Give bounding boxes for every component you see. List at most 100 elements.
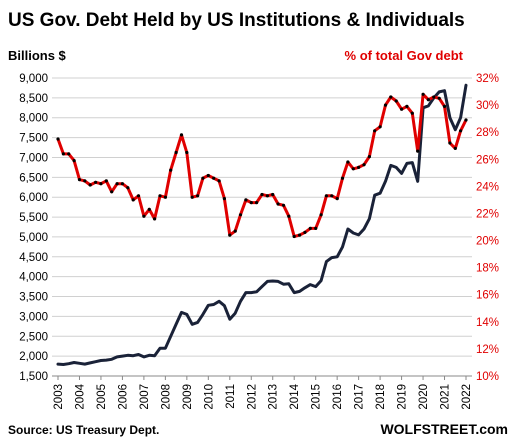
- y-axis-left-label: Billions $: [8, 48, 67, 63]
- percent-point: [464, 118, 468, 122]
- x-axis-ticks: 2003 2004 2005 2006 2007 2008 2009 2010 2011 2012…: [53, 376, 473, 410]
- y-left-tick-label: 9,000: [19, 73, 48, 85]
- percent-point: [190, 195, 194, 199]
- x-tick-label: 2015: [311, 384, 323, 410]
- percent-point: [244, 198, 248, 202]
- percent-point: [88, 183, 92, 187]
- y-right-tick-label: 26%: [476, 154, 499, 166]
- x-tick-label: 2007: [139, 384, 151, 410]
- x-tick-label: 2021: [440, 384, 452, 410]
- percent-point: [276, 202, 280, 206]
- percent-point: [410, 111, 414, 115]
- y-left-tick-label: 4,500: [19, 252, 48, 264]
- percent-point: [432, 95, 436, 99]
- percent-point: [281, 203, 286, 207]
- y-right-tick-label: 14%: [476, 317, 499, 329]
- percent-point: [233, 229, 237, 233]
- percent-point: [212, 176, 216, 180]
- y-axis-right-ticks: 10% 12% 14% 16% 18% 20% 22% 24% 26% 28% 30% 32%: [476, 73, 499, 383]
- percent-point: [421, 92, 425, 96]
- percent-point: [324, 194, 328, 198]
- percent-point: [174, 150, 178, 155]
- x-tick-label: 2018: [375, 384, 387, 410]
- y-left-tick-label: 8,000: [19, 113, 48, 125]
- y-right-tick-label: 16%: [476, 290, 499, 302]
- series-percent: [56, 92, 468, 239]
- x-tick-label: 2022: [461, 384, 473, 410]
- x-tick-label: 2008: [160, 384, 172, 410]
- y-left-tick-label: 5,000: [19, 232, 48, 244]
- x-tick-label: 2014: [289, 383, 301, 409]
- y-left-tick-label: 8,500: [19, 93, 48, 105]
- source-note: Source: US Treasury Dept.: [8, 423, 159, 437]
- x-tick-label: 2013: [268, 384, 280, 410]
- percent-point: [378, 125, 382, 129]
- y-left-tick-label: 1,500: [19, 371, 48, 383]
- percent-point: [222, 197, 226, 201]
- y-right-tick-label: 18%: [476, 263, 499, 275]
- x-tick-label: 2016: [332, 384, 344, 410]
- percent-point: [298, 233, 302, 237]
- percent-point: [104, 179, 108, 183]
- y-right-tick-label: 20%: [476, 236, 499, 248]
- percent-point: [314, 226, 318, 230]
- percent-point: [185, 150, 189, 155]
- x-tick-label: 2009: [182, 384, 194, 410]
- x-tick-label: 2005: [96, 384, 108, 410]
- percent-point: [72, 159, 76, 163]
- percent-point: [249, 201, 253, 205]
- chart-title: US Gov. Debt Held by US Institutions & I…: [8, 10, 465, 31]
- percent-point: [158, 194, 162, 198]
- percent-point: [169, 168, 173, 172]
- percent-point: [394, 99, 398, 103]
- y-right-tick-label: 28%: [476, 127, 499, 139]
- y-axis-left-ticks: 1,500 2,000 2,500 3,000 3,500 4,000 4,500 5,000…: [19, 73, 48, 383]
- y-left-tick-label: 7,500: [19, 133, 48, 145]
- percent-point: [308, 226, 312, 230]
- percent-point: [442, 104, 447, 108]
- percent-point: [56, 137, 60, 141]
- percent-point: [416, 149, 420, 153]
- percent-point: [99, 182, 103, 186]
- percent-point: [367, 155, 371, 159]
- percent-point: [217, 179, 221, 183]
- percent-point: [373, 129, 377, 133]
- x-tick-label: 2006: [117, 384, 129, 410]
- percent-point: [255, 201, 259, 205]
- y-right-tick-label: 22%: [476, 208, 499, 220]
- percent-point: [448, 141, 452, 145]
- x-tick-label: 2020: [418, 384, 430, 410]
- y-left-tick-label: 6,000: [19, 192, 48, 204]
- percent-point: [453, 146, 457, 150]
- percent-point: [94, 180, 98, 184]
- percent-point: [131, 198, 135, 202]
- percent-point: [459, 129, 463, 133]
- percent-point: [287, 214, 291, 218]
- x-tick-label: 2011: [225, 384, 237, 409]
- y-left-tick-label: 7,000: [19, 152, 48, 164]
- percent-point: [340, 176, 345, 180]
- x-tick-label: 2012: [246, 384, 258, 410]
- y-right-tick-label: 24%: [476, 181, 499, 193]
- y-right-tick-label: 32%: [476, 73, 499, 85]
- percent-point: [142, 214, 146, 218]
- percent-point: [196, 194, 200, 198]
- x-tick-label: 2003: [53, 384, 65, 410]
- percent-point: [362, 163, 366, 167]
- percent-point: [346, 160, 350, 164]
- percent-point: [110, 190, 114, 194]
- percent-point: [206, 173, 210, 178]
- y-left-tick-label: 2,000: [19, 351, 48, 363]
- billions-line: [56, 83, 468, 366]
- percent-point: [201, 176, 205, 180]
- percent-point: [115, 182, 119, 186]
- percent-point: [335, 197, 339, 201]
- percent-point: [77, 178, 82, 182]
- percent-point: [238, 213, 243, 217]
- percent-point: [179, 133, 184, 137]
- percent-point: [265, 194, 269, 198]
- percent-point: [83, 179, 87, 183]
- percent-point: [357, 165, 361, 169]
- percent-point: [405, 104, 409, 108]
- y-left-tick-label: 3,500: [19, 292, 48, 304]
